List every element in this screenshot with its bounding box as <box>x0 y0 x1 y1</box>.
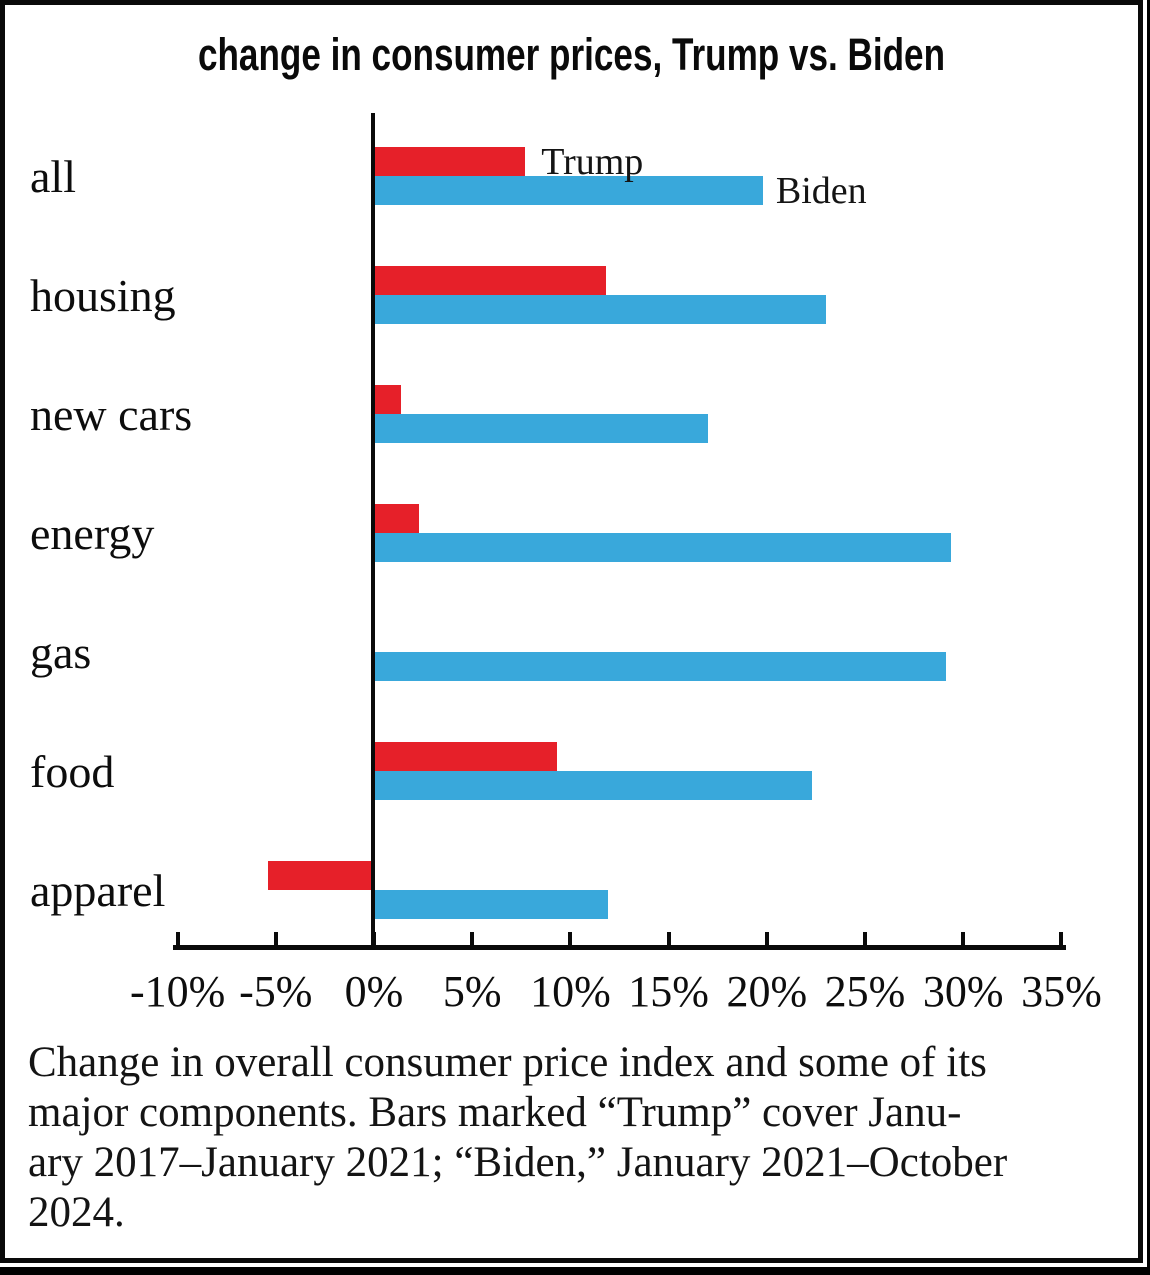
x-tick <box>764 932 769 945</box>
caption-line: Change in overall consumer price index a… <box>28 1039 987 1086</box>
category-label-energy: energy <box>30 507 155 559</box>
zero-axis-line <box>371 113 375 950</box>
bar-trump-all <box>374 147 526 176</box>
bar-biden-apparel <box>374 890 608 919</box>
x-tick-label: -10% <box>129 967 226 1016</box>
bar-trump-new-cars <box>374 385 402 414</box>
x-tick <box>863 932 867 945</box>
category-label-food: food <box>30 745 115 797</box>
x-tick <box>1059 932 1064 945</box>
x-tick <box>175 932 180 945</box>
category-label-apparel: apparel <box>30 864 166 916</box>
bar-biden-new-cars <box>374 414 708 443</box>
x-tick <box>666 932 671 945</box>
bar-biden-gas <box>374 652 946 681</box>
legend-label-trump: Trump <box>541 140 644 183</box>
x-tick-label: 10% <box>530 967 611 1016</box>
x-tick <box>961 932 966 945</box>
category-label-housing: housing <box>30 269 176 321</box>
caption-line: 2024. <box>28 1189 125 1236</box>
bar-trump-food <box>374 742 557 771</box>
legend-label-biden: Biden <box>775 169 867 212</box>
x-tick-label: -5% <box>239 967 313 1016</box>
bar-biden-housing <box>374 295 826 324</box>
bar-biden-all <box>374 176 763 205</box>
x-axis-line <box>172 945 1067 950</box>
x-tick-label: 25% <box>824 967 906 1016</box>
category-label-gas: gas <box>30 626 92 678</box>
bar-biden-energy <box>374 533 952 562</box>
bar-trump-energy <box>374 504 420 533</box>
x-tick <box>372 932 376 945</box>
category-label-all: all <box>30 150 76 202</box>
x-tick-label: 5% <box>442 967 502 1016</box>
caption-line: major components. Bars marked “Trump” co… <box>28 1089 962 1136</box>
bar-trump-apparel <box>267 861 374 890</box>
x-tick <box>273 932 278 945</box>
x-tick-label: 35% <box>1021 967 1102 1016</box>
x-tick-label: 15% <box>628 967 709 1016</box>
x-tick-label: 20% <box>726 967 808 1016</box>
x-tick-label: 30% <box>922 967 1004 1016</box>
chart-title: change in consumer prices, Trump vs. Bid… <box>197 29 946 80</box>
bar-biden-food <box>374 771 812 800</box>
bar-trump-housing <box>374 266 606 295</box>
x-tick <box>470 932 475 945</box>
x-tick-label: 0% <box>344 967 404 1016</box>
caption: Change in overall consumer price index a… <box>28 1038 1128 1238</box>
x-tick <box>568 932 573 945</box>
category-label-new-cars: new cars <box>30 388 193 440</box>
caption-line: ary 2017–January 2021; “Biden,” January … <box>28 1139 1008 1186</box>
